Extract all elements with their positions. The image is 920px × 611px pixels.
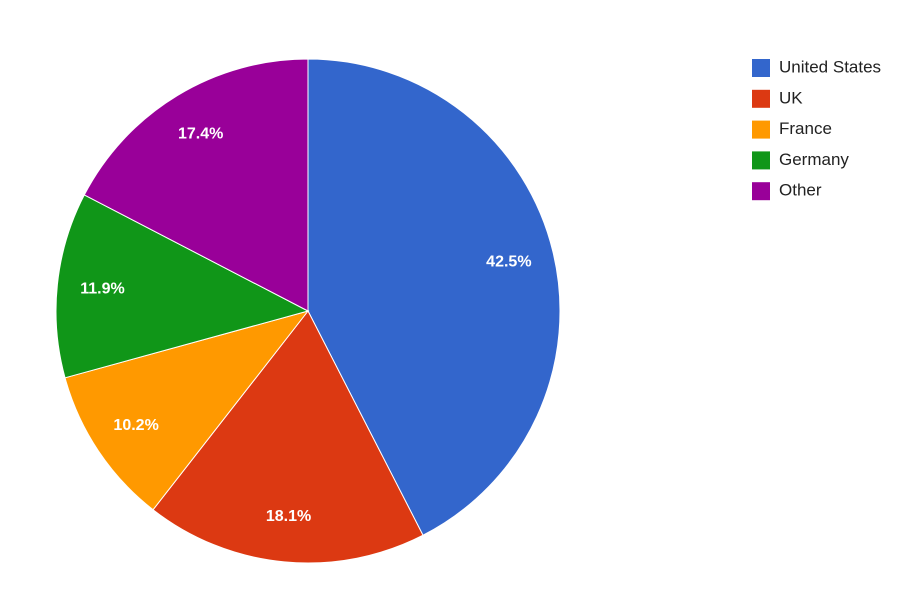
legend-swatch	[752, 89, 770, 108]
slice-label: 11.9%	[80, 281, 124, 298]
legend-label: France	[779, 119, 832, 138]
pie-slice	[152, 310, 424, 564]
pie-slice	[55, 194, 310, 379]
slice-label: 17.4%	[178, 126, 223, 143]
legend-swatch	[752, 182, 770, 201]
legend-label: Other	[779, 181, 822, 200]
legend-label: Germany	[779, 150, 849, 169]
slice-label: 10.2%	[113, 417, 158, 434]
legend-label: United States	[779, 57, 881, 76]
pie-slice	[307, 58, 561, 536]
legend-swatch	[752, 151, 770, 170]
legend-label: UK	[779, 88, 803, 107]
legend-swatch	[752, 59, 770, 77]
slice-label: 42.5%	[486, 254, 531, 271]
pie-slice	[64, 310, 310, 511]
legend-swatch	[752, 120, 770, 139]
pie-slice	[83, 58, 309, 312]
slice-label: 18.1%	[266, 508, 311, 525]
